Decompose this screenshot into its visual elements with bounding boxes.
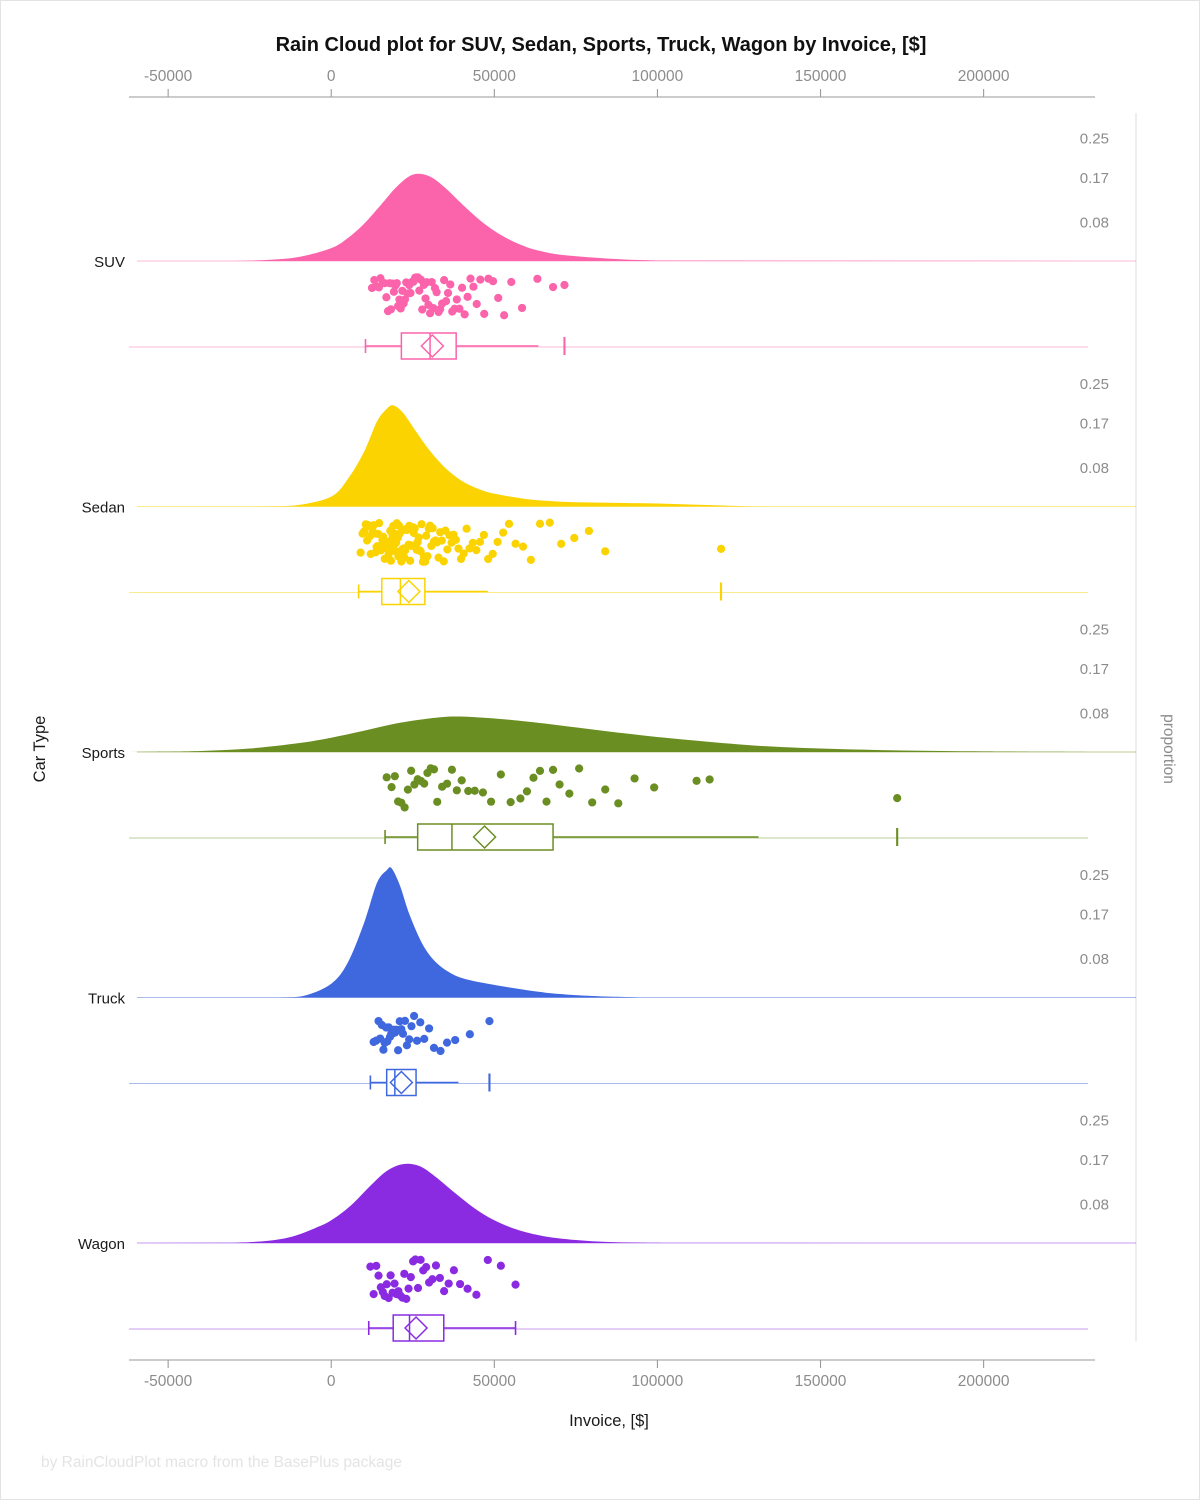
x-axis-top-tick-label: -50000: [144, 68, 193, 85]
x-axis-title: Invoice, [$]: [569, 1412, 649, 1430]
box-plot: [384, 823, 899, 851]
x-axis-bottom-tick-label: 150000: [795, 1373, 847, 1390]
proportion-axis-title: proportion: [1160, 714, 1177, 784]
raincloud-panel-suv: 0.25 0.17 0.08 SUV: [94, 131, 1136, 360]
mean-diamond: [403, 1315, 429, 1341]
proportion-tick-label: 0.25: [1080, 376, 1109, 393]
x-axis-bottom-tick-label: 50000: [473, 1373, 516, 1390]
category-label-sedan: Sedan: [82, 500, 125, 517]
x-axis-bottom: -50000 0 50000 100000 150000 200000: [129, 1359, 1095, 1390]
x-axis-top-tick-label: 0: [327, 68, 336, 85]
y-axis-title: Car Type: [31, 716, 49, 783]
mean-diamond: [389, 1070, 414, 1095]
rain-points: [367, 273, 569, 320]
chart-title: Rain Cloud plot for SUV, Sedan, Sports, …: [276, 34, 927, 56]
raincloud-panel-wagon: 0.25 0.17 0.08 Wagon: [78, 1113, 1136, 1342]
box-plot: [364, 332, 566, 360]
proportion-tick-label: 0.17: [1080, 1152, 1109, 1169]
rain-points: [382, 764, 902, 812]
x-axis-bottom-tick-label: 0: [327, 1373, 336, 1390]
proportion-tick-label: 0.08: [1080, 951, 1109, 968]
proportion-tick-label: 0.25: [1080, 867, 1109, 884]
proportion-tick-label: 0.08: [1080, 1197, 1109, 1214]
proportion-tick-label: 0.17: [1080, 170, 1109, 187]
footer-credit: by RainCloudPlot macro from the BasePlus…: [41, 1454, 402, 1471]
proportion-tick-label: 0.17: [1080, 907, 1109, 924]
proportion-tick-label: 0.25: [1080, 131, 1109, 148]
rain-points: [369, 1011, 494, 1056]
raincloud-panel-sedan: 0.25 0.17 0.08 Sedan: [82, 376, 1136, 606]
raincloud-panel-truck: 0.25 0.17 0.08 Truck: [88, 867, 1136, 1097]
proportion-tick-label: 0.25: [1080, 622, 1109, 639]
x-axis-top: -50000 0 50000 100000 150000 200000: [129, 68, 1095, 98]
proportion-tick-label: 0.17: [1080, 661, 1109, 678]
category-label-sports: Sports: [82, 745, 125, 762]
rain-points: [366, 1255, 520, 1303]
category-label-truck: Truck: [88, 991, 125, 1008]
raincloud-panel-sports: 0.25 0.17 0.08 Sports: [82, 622, 1136, 851]
proportion-tick-label: 0.17: [1080, 416, 1109, 433]
x-axis-top-tick-label: 200000: [958, 68, 1010, 85]
box-plot: [357, 577, 723, 606]
box-plot: [367, 1314, 517, 1342]
mean-diamond: [420, 333, 445, 359]
x-axis-bottom-tick-label: 100000: [632, 1373, 684, 1390]
x-axis-bottom-tick-label: 200000: [958, 1373, 1010, 1390]
x-axis-top-tick-label: 150000: [795, 68, 847, 85]
proportion-tick-label: 0.25: [1080, 1113, 1109, 1130]
x-axis-top-tick-label: 100000: [632, 68, 684, 85]
category-label-wagon: Wagon: [78, 1236, 125, 1253]
density-cloud: [129, 1163, 1088, 1243]
density-cloud: [129, 867, 1088, 998]
category-label-suv: SUV: [94, 254, 125, 271]
density-cloud: [129, 173, 1088, 261]
density-cloud: [129, 716, 1088, 752]
proportion-tick-label: 0.08: [1080, 706, 1109, 723]
box-plot: [369, 1068, 491, 1097]
rain-points: [356, 518, 726, 566]
x-axis-bottom-tick-label: -50000: [144, 1373, 193, 1390]
mean-diamond: [472, 824, 497, 850]
mean-diamond: [396, 579, 421, 604]
proportion-tick-label: 0.08: [1080, 215, 1109, 232]
x-axis-top-tick-label: 50000: [473, 68, 516, 85]
density-cloud: [129, 405, 1088, 507]
proportion-tick-label: 0.08: [1080, 460, 1109, 477]
